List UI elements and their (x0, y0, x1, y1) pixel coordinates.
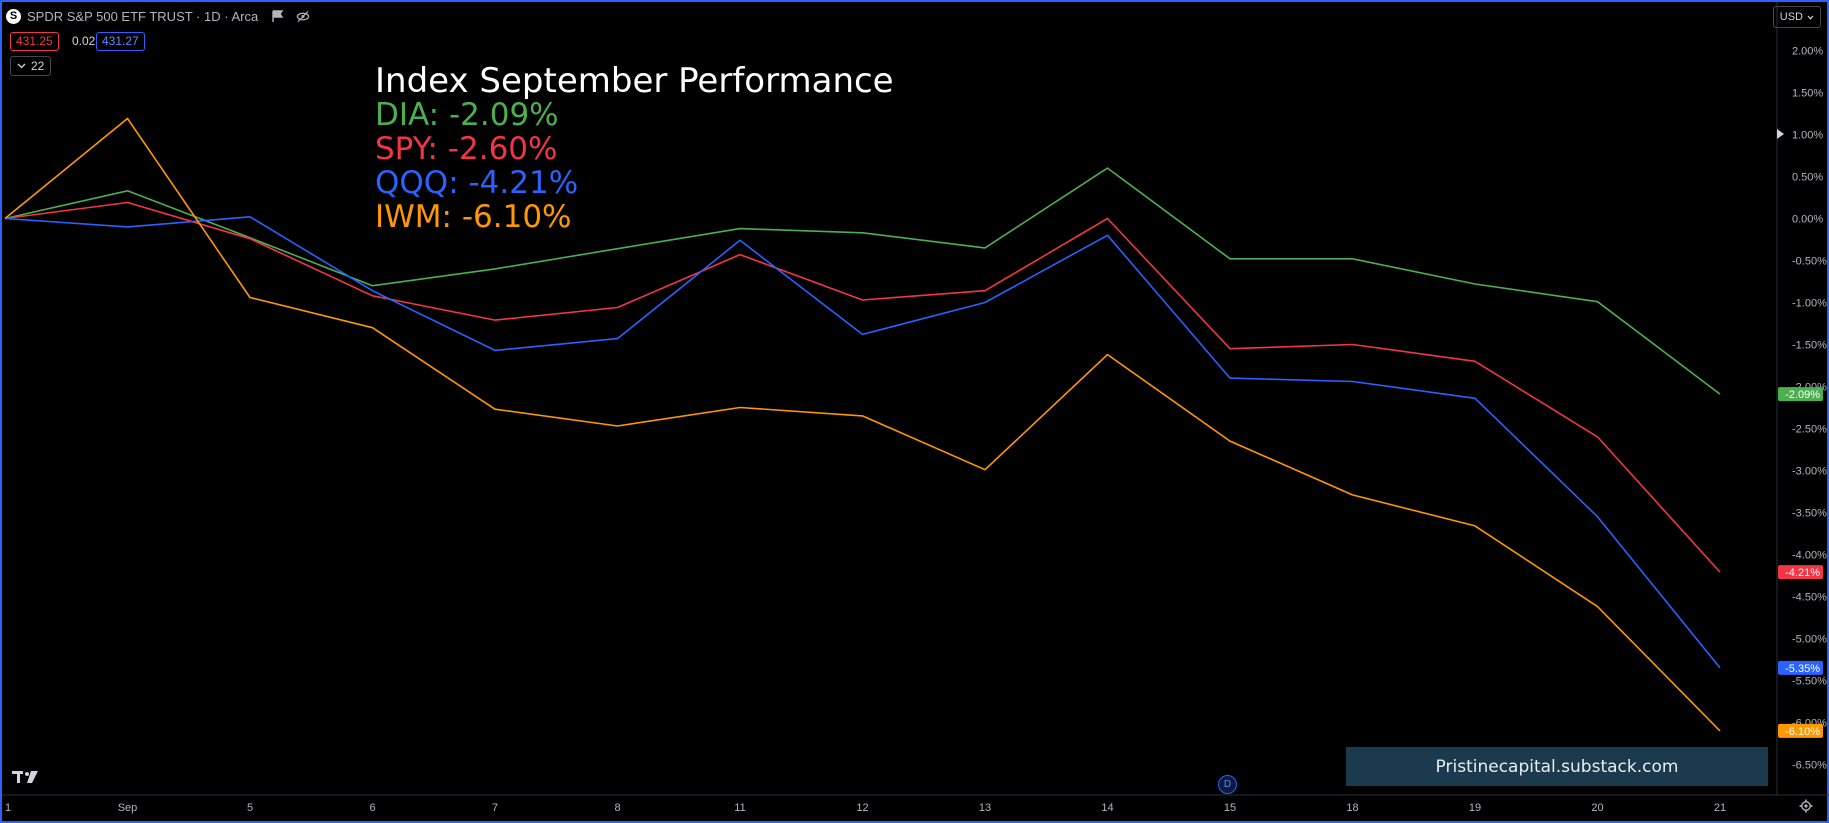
last-value-label: -5.35% (1785, 663, 1820, 675)
currency-label: USD (1779, 11, 1803, 23)
x-tick-label: 20 (1591, 802, 1603, 814)
y-tick-label: 1.50% (1792, 88, 1823, 100)
performance-annotation-spy: SPY: -2.60% (375, 131, 557, 167)
performance-annotation-dia: DIA: -2.09% (375, 97, 559, 133)
chart-title: Index September Performance (375, 61, 894, 101)
y-tick-label: -3.50% (1792, 508, 1827, 520)
x-tick-label: 19 (1469, 802, 1481, 814)
chevron-down-icon (1807, 15, 1814, 20)
chevron-down-icon (17, 63, 26, 69)
y-tick-label: -1.50% (1792, 340, 1827, 352)
last-value-label: -2.09% (1785, 389, 1820, 401)
series-line-qqq[interactable] (4, 216, 1721, 669)
y-tick-label: 0.50% (1792, 172, 1823, 184)
y-tick-label: -1.00% (1792, 298, 1827, 310)
performance-annotation-iwm: IWM: -6.10% (375, 199, 572, 235)
x-tick-label: 8 (614, 802, 620, 814)
y-tick-label: -5.50% (1792, 676, 1827, 688)
y-tick-label: -3.00% (1792, 466, 1827, 478)
x-tick-label: 14 (1101, 802, 1113, 814)
watermark-banner: Pristinecapital.substack.com (1346, 747, 1768, 786)
symbol-logo-icon: S (6, 8, 21, 24)
last-value-badge-qqq (1778, 660, 1823, 675)
x-tick-label: 13 (979, 802, 991, 814)
x-tick-label: Sep (118, 802, 138, 814)
symbol-title[interactable]: SPDR S&P 500 ETF TRUST · 1D · Arca (27, 8, 259, 24)
bid-price-button[interactable]: 431.25 (10, 32, 59, 51)
flag-icon[interactable] (270, 9, 284, 23)
x-tick-label: 21 (1714, 802, 1726, 814)
y-tick-label: -2.50% (1792, 424, 1827, 436)
y-tick-label: 2.00% (1792, 46, 1823, 58)
x-tick-label: 18 (1346, 802, 1358, 814)
y-tick-label: 0.00% (1792, 214, 1823, 226)
price-axis-marker-icon (1777, 129, 1784, 139)
x-tick-label: 5 (247, 802, 253, 814)
dividend-marker[interactable]: D (1218, 775, 1237, 794)
last-value-badge-dia (1778, 387, 1823, 402)
last-value-badge-iwm (1778, 723, 1823, 738)
x-tick-label: 6 (369, 802, 375, 814)
currency-selector[interactable]: USD (1772, 6, 1821, 28)
last-value-badge-spy (1778, 565, 1823, 580)
tradingview-logo-icon[interactable] (12, 770, 42, 789)
spread-value: 0.02 (72, 34, 96, 48)
x-tick-label: 7 (492, 802, 498, 814)
y-tick-label: -4.50% (1792, 592, 1827, 604)
x-tick-label: 1 (5, 802, 11, 814)
series-line-spy[interactable] (4, 201, 1721, 573)
x-tick-label: 15 (1224, 802, 1236, 814)
last-value-label: -6.10% (1785, 726, 1820, 738)
y-tick-label: -5.00% (1792, 634, 1827, 646)
x-tick-label: 12 (856, 802, 868, 814)
y-tick-label: -0.50% (1792, 256, 1827, 268)
series-line-iwm[interactable] (4, 117, 1721, 732)
last-value-label: -4.21% (1785, 567, 1820, 579)
y-tick-label: -6.50% (1792, 760, 1827, 772)
bar-count-toggle[interactable]: 22 (10, 56, 52, 76)
bar-count-value: 22 (31, 59, 45, 73)
x-tick-label: 11 (734, 802, 745, 814)
y-tick-label: 1.00% (1792, 130, 1823, 142)
ask-price-button[interactable]: 431.27 (96, 32, 145, 51)
performance-annotation-qqq: QQQ: -4.21% (375, 165, 578, 201)
y-tick-label: -4.00% (1792, 550, 1827, 562)
eye-off-icon[interactable] (296, 9, 310, 23)
gear-icon[interactable] (1799, 799, 1813, 818)
symbol-header[interactable]: S SPDR S&P 500 ETF TRUST · 1D · Arca (6, 6, 310, 26)
series-line-dia[interactable] (4, 167, 1721, 395)
